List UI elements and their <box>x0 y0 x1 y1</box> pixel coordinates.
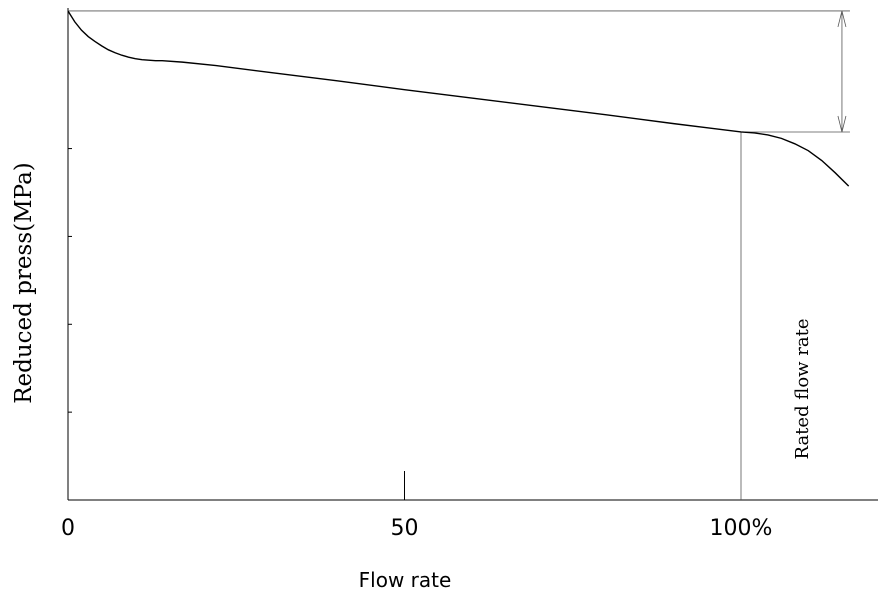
x-axis-label: Flow rate <box>359 568 452 592</box>
x-tick-label: 100% <box>710 516 773 541</box>
y-axis-ticks <box>68 149 72 413</box>
x-tick-label: 50 <box>391 516 419 541</box>
x-tick-labels: 0 50 100% <box>61 516 772 541</box>
plot-area <box>68 8 878 500</box>
reference-lines <box>68 11 850 500</box>
x-tick-label: 0 <box>61 516 75 541</box>
pressure-drop-dimension-arrow <box>838 11 846 132</box>
pressure-curve <box>68 11 849 186</box>
rated-flow-rate-label: Rated flow rate <box>792 318 813 459</box>
y-axis-label: Reduced press(MPa) <box>11 162 37 404</box>
